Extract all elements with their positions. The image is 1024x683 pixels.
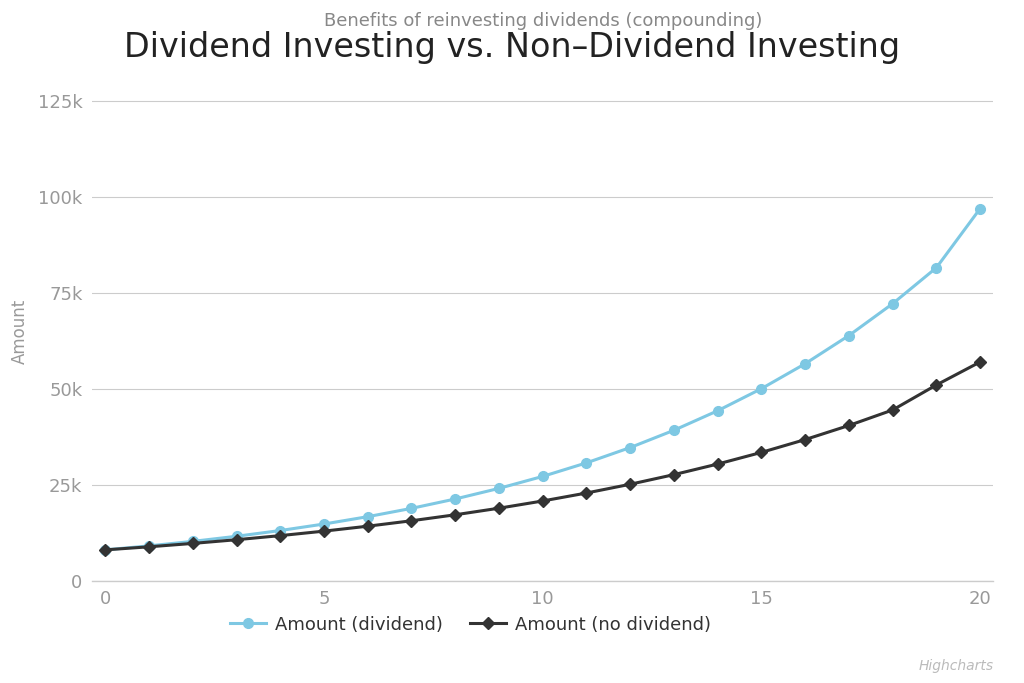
Legend: Amount (dividend), Amount (no dividend): Amount (dividend), Amount (no dividend) bbox=[223, 609, 719, 641]
Title: Benefits of reinvesting dividends (compounding): Benefits of reinvesting dividends (compo… bbox=[324, 12, 762, 31]
Text: Highcharts: Highcharts bbox=[919, 659, 993, 673]
Text: Dividend Investing vs. Non–Dividend Investing: Dividend Investing vs. Non–Dividend Inve… bbox=[124, 31, 900, 64]
Y-axis label: Amount: Amount bbox=[11, 298, 30, 364]
